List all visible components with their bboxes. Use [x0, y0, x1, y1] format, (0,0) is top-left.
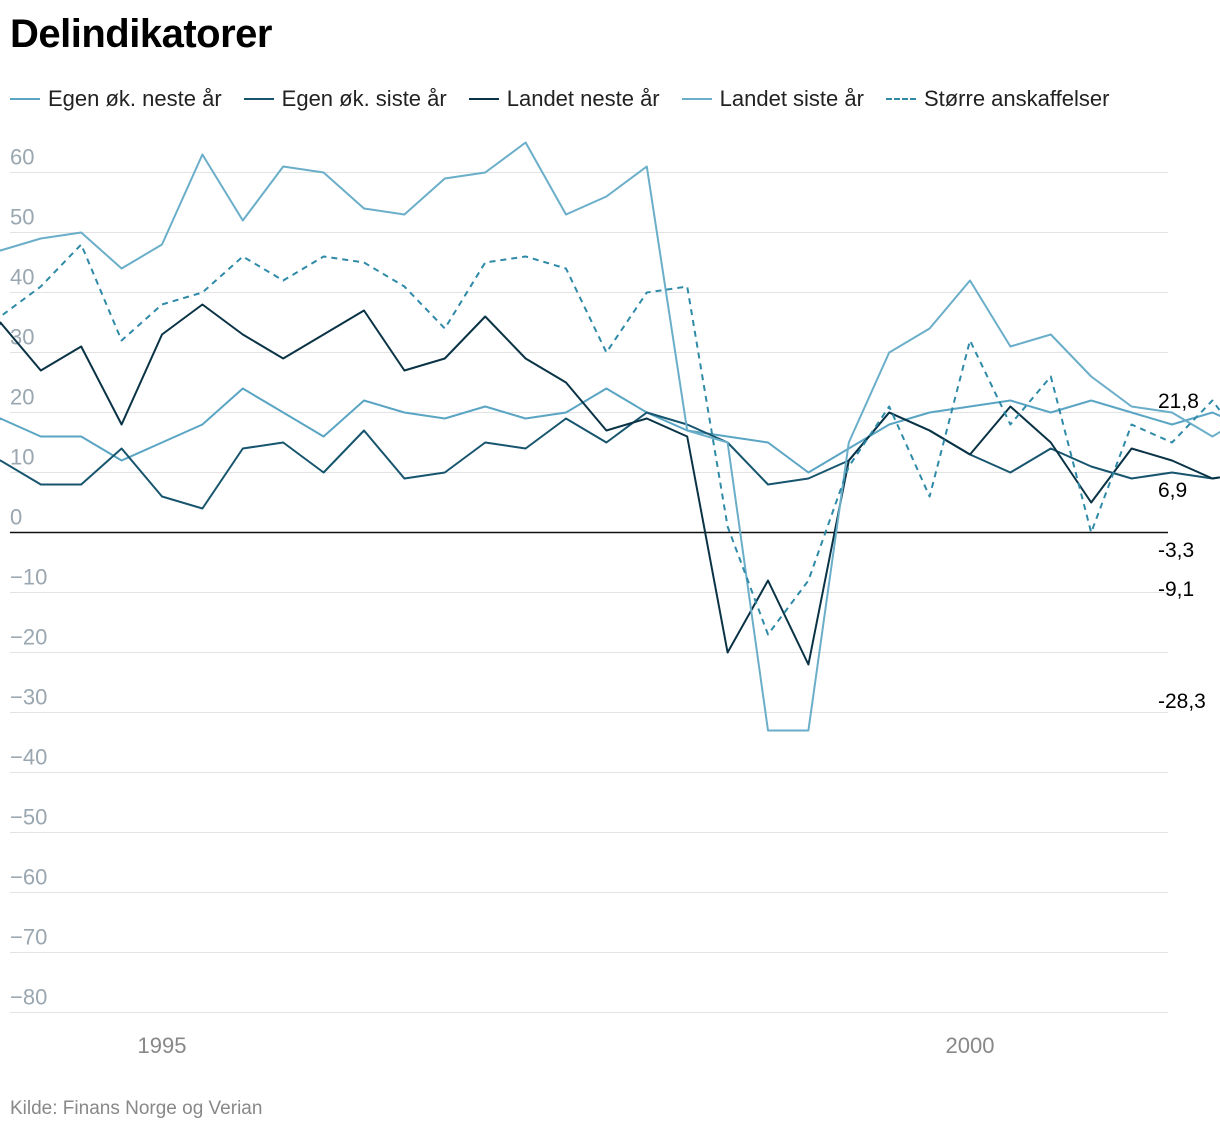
- y-tick-label: −70: [10, 925, 47, 950]
- y-tick-label: 0: [10, 505, 22, 530]
- legend-label-storre-anskaffelser: Større anskaffelser: [923, 86, 1110, 111]
- series-line: [0, 303, 1220, 666]
- legend-swatch-landet-neste: [468, 98, 499, 100]
- y-tick-label: −80: [10, 985, 47, 1010]
- y-tick-label: −60: [10, 865, 47, 890]
- y-tick-label: 10: [10, 445, 34, 470]
- y-tick-label: −10: [10, 565, 47, 590]
- y-tick-label: −30: [10, 685, 47, 710]
- legend-item-landet-neste[interactable]: Landet neste år: [468, 86, 660, 112]
- legend-item-egen-neste[interactable]: Egen øk. neste år: [10, 86, 222, 112]
- legend-swatch-storre-anskaffelser: [885, 98, 916, 100]
- legend-swatch-egen-neste: [10, 98, 40, 100]
- y-tick-label: −20: [10, 625, 47, 650]
- end-value-label: -28,3: [1158, 690, 1206, 713]
- y-tick-label: 30: [10, 325, 34, 350]
- legend-item-egen-siste[interactable]: Egen øk. siste år: [243, 86, 447, 112]
- legend-item-storre-anskaffelser[interactable]: Større anskaffelser: [885, 86, 1110, 112]
- y-tick-label: −50: [10, 805, 47, 830]
- x-tick-label: 1995: [138, 1033, 187, 1058]
- legend: Egen øk. neste år Egen øk. siste år Land…: [10, 86, 1109, 112]
- legend-label-egen-siste: Egen øk. siste år: [281, 86, 447, 111]
- x-tick-label: 2000: [946, 1033, 995, 1058]
- y-tick-label: 60: [10, 145, 34, 170]
- source-note: Kilde: Finans Norge og Verian: [10, 1098, 263, 1119]
- legend-label-egen-neste: Egen øk. neste år: [48, 86, 222, 111]
- end-value-label: 21,8: [1158, 390, 1199, 413]
- y-tick-label: −40: [10, 745, 47, 770]
- series-line: [0, 243, 1220, 636]
- chart-title: Delindikatorer: [10, 12, 272, 56]
- end-value-label: -9,1: [1158, 578, 1194, 601]
- legend-swatch-landet-siste: [681, 98, 712, 100]
- y-tick-label: 40: [10, 265, 34, 290]
- series-line: [0, 411, 1220, 510]
- series-line: [0, 141, 1220, 732]
- end-value-label: -3,3: [1158, 539, 1194, 562]
- legend-item-landet-siste[interactable]: Landet siste år: [681, 86, 864, 112]
- y-tick-label: 20: [10, 385, 34, 410]
- y-tick-label: 50: [10, 205, 34, 230]
- end-value-label: 6,9: [1158, 479, 1187, 502]
- legend-label-landet-siste: Landet siste år: [719, 86, 864, 111]
- legend-label-landet-neste: Landet neste år: [506, 86, 660, 111]
- legend-swatch-egen-siste: [243, 98, 274, 100]
